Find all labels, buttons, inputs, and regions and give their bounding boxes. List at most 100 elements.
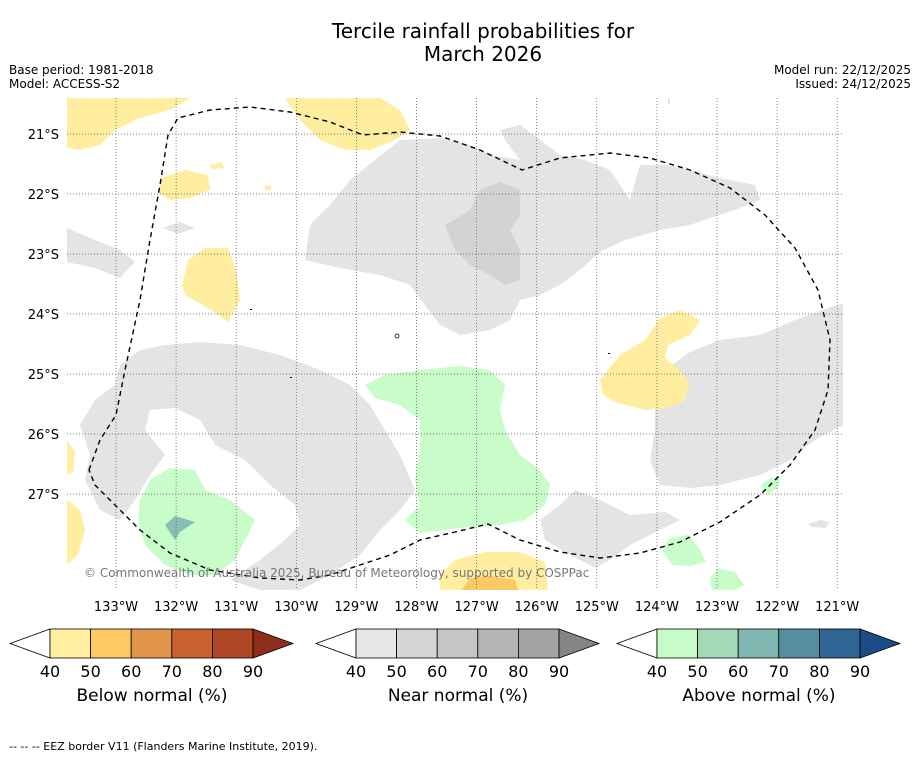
colorbar-tick: 40 bbox=[346, 662, 366, 681]
colorbar-swatch bbox=[355, 628, 397, 659]
meta-right: Model run: 22/12/2025 Issued: 24/12/2025 bbox=[774, 63, 911, 91]
colorbar-title-near: Near normal (%) bbox=[387, 686, 529, 706]
near-normal-region-southwest bbox=[80, 342, 415, 590]
base-period: Base period: 1981-2018 bbox=[9, 63, 154, 77]
lon-label: 126°W bbox=[515, 600, 559, 615]
colorbar: 40 50 60 70 80 90 bbox=[8, 628, 295, 681]
colorbar-title-below: Below normal (%) bbox=[76, 686, 228, 706]
below-normal-region-south-mid bbox=[462, 576, 518, 590]
near-normal-region-north bbox=[305, 125, 760, 335]
near-normal-region-far-east bbox=[808, 520, 830, 528]
colorbar-tick: 90 bbox=[243, 662, 263, 681]
latitude-labels: 21°S 22°S 23°S 24°S 25°S 26°S 27°S bbox=[28, 128, 59, 503]
colorbar-tick: 80 bbox=[202, 662, 222, 681]
colorbar-swatch bbox=[49, 628, 91, 659]
colorbar-tick: 50 bbox=[80, 662, 100, 681]
below-normal-blob-5 bbox=[67, 500, 85, 565]
colorbar-tick: 80 bbox=[809, 662, 829, 681]
lon-label: 133°W bbox=[94, 600, 138, 615]
colorbar-tick: 70 bbox=[162, 662, 182, 681]
colorbar-swatch bbox=[518, 628, 560, 659]
lon-label: 125°W bbox=[575, 600, 619, 615]
colorbar-swatch bbox=[778, 628, 820, 659]
lat-label: 27°S bbox=[28, 488, 59, 503]
below-normal-dot-1 bbox=[210, 162, 224, 169]
colorbar-tick: 60 bbox=[728, 662, 748, 681]
below-normal-region-nw bbox=[67, 98, 190, 150]
colorbar-swatch bbox=[819, 628, 861, 659]
above-normal-dot bbox=[668, 98, 670, 104]
model-run: Model run: 22/12/2025 bbox=[773, 63, 911, 77]
footer-note: -- -- -- EEZ border V11 (Flanders Marine… bbox=[9, 740, 318, 753]
above-normal-region-sw-inner bbox=[165, 516, 195, 540]
lat-label: 21°S bbox=[28, 128, 59, 143]
colorbar-tick: 70 bbox=[769, 662, 789, 681]
near-normal-region-small bbox=[163, 222, 195, 234]
lon-label: 132°W bbox=[154, 600, 198, 615]
gridlines bbox=[67, 98, 843, 590]
colorbar: 40 50 60 70 80 90 bbox=[314, 628, 601, 681]
lon-label: 131°W bbox=[214, 600, 258, 615]
colorbar-tick: 40 bbox=[647, 662, 667, 681]
near-normal-region-mid bbox=[445, 182, 520, 285]
lat-label: 24°S bbox=[28, 308, 59, 323]
lon-label: 130°W bbox=[274, 600, 318, 615]
longitude-labels: 133°W 132°W 131°W 130°W 129°W 128°W 127°W 126°W… bbox=[94, 600, 860, 615]
colorbar-high-extend bbox=[252, 628, 295, 659]
above-normal-region-sw bbox=[138, 468, 255, 575]
lon-label: 122°W bbox=[755, 600, 799, 615]
colorbar-tick: 50 bbox=[687, 662, 707, 681]
eez-border bbox=[88, 106, 831, 581]
colorbar-tick: 40 bbox=[40, 662, 60, 681]
colorbar-title-above: Above normal (%) bbox=[682, 686, 836, 706]
title-line-2: March 2026 bbox=[423, 42, 543, 66]
colorbar-swatch bbox=[656, 628, 698, 659]
colorbar-tick: 90 bbox=[549, 662, 569, 681]
lon-label: 123°W bbox=[695, 600, 739, 615]
colorbar-swatch bbox=[697, 628, 739, 659]
near-normal-region-southcentral bbox=[540, 490, 680, 568]
colorbar-tick: 60 bbox=[121, 662, 141, 681]
lat-label: 25°S bbox=[28, 368, 59, 383]
colorbar-tick: 50 bbox=[386, 662, 406, 681]
lon-label: 127°W bbox=[455, 600, 499, 615]
copyright-notice: © Commonwealth of Australia 2025, Bureau… bbox=[84, 566, 589, 580]
colorbar-low-extend bbox=[8, 628, 51, 659]
chart-title: Tercile rainfall probabilities for March… bbox=[0, 20, 919, 66]
above-normal-blob-1 bbox=[662, 535, 706, 566]
lon-label: 124°W bbox=[635, 600, 679, 615]
colorbar-swatch bbox=[211, 628, 254, 659]
colorbar-tick: 70 bbox=[468, 662, 488, 681]
colorbar-swatch bbox=[171, 628, 213, 659]
below-normal-blob-3 bbox=[600, 310, 700, 410]
issued-date: Issued: 24/12/2025 bbox=[795, 77, 911, 91]
above-normal-region-central bbox=[365, 366, 550, 533]
colorbar-low-extend bbox=[314, 628, 357, 659]
colorbar-high-extend bbox=[558, 628, 601, 659]
colorbar-swatch bbox=[396, 628, 438, 659]
colorbars: 40 50 60 70 80 90 40 50 60 70 80 90 40 50 60 70 80 90 bbox=[8, 628, 902, 681]
near-normal-region-east bbox=[650, 303, 843, 488]
colorbar-swatch bbox=[130, 628, 173, 659]
below-normal-blob-1 bbox=[158, 170, 210, 200]
meta-left: Base period: 1981-2018 Model: ACCESS-S2 bbox=[9, 63, 154, 91]
colorbar: 40 50 60 70 80 90 bbox=[615, 628, 902, 681]
above-normal-blob-2 bbox=[710, 568, 744, 590]
title-line-1: Tercile rainfall probabilities for bbox=[331, 19, 635, 43]
colorbar-swatch bbox=[436, 628, 479, 659]
colorbar-tick: 80 bbox=[508, 662, 528, 681]
colorbar-tick: 60 bbox=[427, 662, 447, 681]
lat-label: 22°S bbox=[28, 188, 59, 203]
colorbar-swatch bbox=[737, 628, 780, 659]
island-speck-3 bbox=[290, 377, 292, 378]
below-normal-blob-4 bbox=[67, 440, 75, 475]
below-normal-region-south bbox=[440, 552, 548, 590]
lon-label: 128°W bbox=[394, 600, 438, 615]
lon-label: 129°W bbox=[334, 600, 378, 615]
below-normal-dot-2 bbox=[265, 185, 271, 190]
island-speck-1 bbox=[394, 333, 400, 339]
colorbar-swatch bbox=[90, 628, 132, 659]
near-normal-region-west bbox=[67, 228, 135, 278]
island-speck-4 bbox=[608, 353, 610, 354]
